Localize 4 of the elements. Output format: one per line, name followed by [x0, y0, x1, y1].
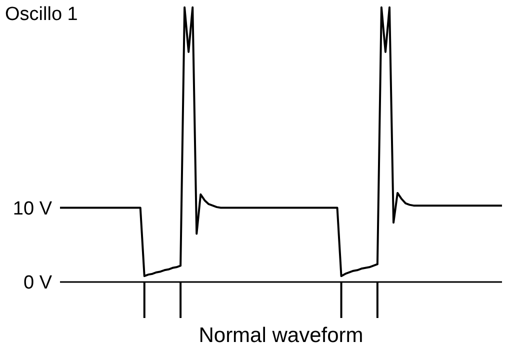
x-axis-title: Normal waveform [198, 324, 364, 344]
y-tick-label: 10 V [12, 198, 52, 220]
chart-title: Oscillo 1 [5, 4, 78, 26]
y-tick-label: 0 V [23, 272, 52, 294]
